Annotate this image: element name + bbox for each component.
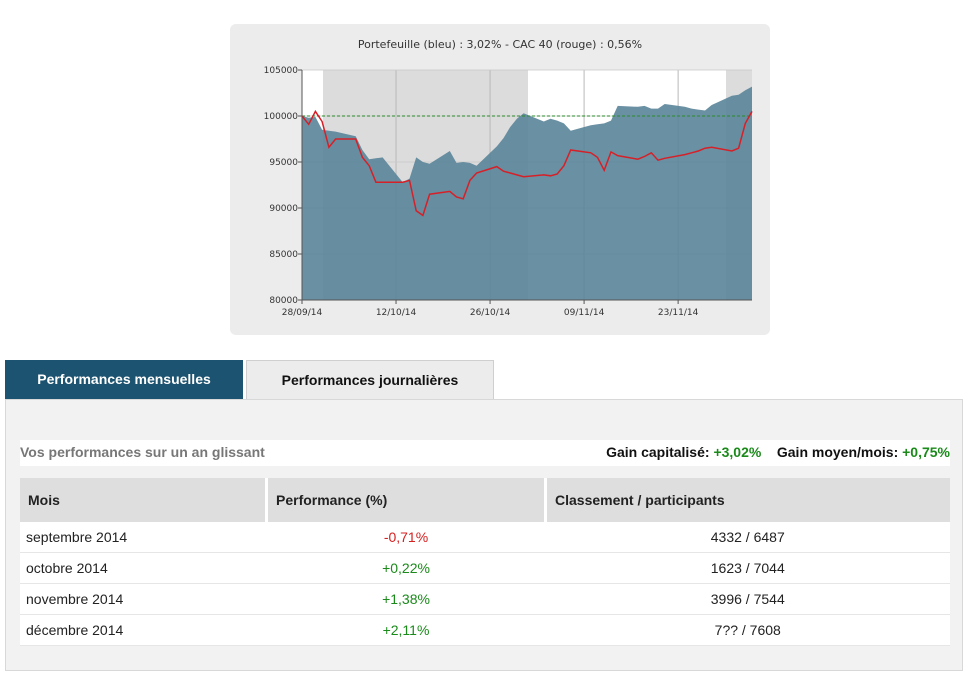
x-tick-label: 26/10/14: [470, 308, 511, 318]
monthly-performance-table: Mois Performance (%) Classement / partic…: [20, 478, 950, 646]
month-cell: octobre 2014: [20, 552, 267, 584]
column-header-performance: Performance (%): [266, 478, 547, 522]
y-tick-label: 80000: [269, 296, 298, 306]
performance-cell: +1,38%: [266, 583, 546, 615]
performance-panel: Vos performances sur un an glissant Gain…: [5, 399, 963, 671]
ranking-cell: 4332 / 6487: [545, 522, 950, 553]
ranking-cell: 1623 / 7044: [545, 552, 950, 584]
series-area-portefeuille: [302, 86, 752, 300]
table-row: octobre 2014 +0,22% 1623 / 7044: [20, 552, 950, 584]
table-row: septembre 2014 -0,71% 4332 / 6487: [20, 522, 950, 553]
ranking-cell: 3996 / 7544: [545, 583, 950, 615]
y-tick-label: 100000: [264, 112, 299, 122]
gain-capitalized-value: +3,02%: [713, 444, 762, 460]
y-tick-label: 85000: [269, 250, 298, 260]
x-tick-label: 23/11/14: [658, 308, 699, 318]
gain-summary: Gain capitalisé: +3,02% Gain moyen/mois:…: [606, 444, 950, 460]
month-cell: septembre 2014: [20, 522, 267, 553]
x-tick-label: 12/10/14: [376, 308, 417, 318]
series-line-cac40: [301, 109, 753, 217]
ranking-cell: 7?? / 7608: [545, 614, 950, 646]
performance-chart-card: Portefeuille (bleu) : 3,02% - CAC 40 (ro…: [230, 24, 770, 335]
y-tick-label: 105000: [264, 66, 299, 76]
summary-title: Vos performances sur un an glissant: [20, 444, 265, 460]
month-cell: décembre 2014: [20, 614, 267, 646]
performance-cell: +2,11%: [266, 614, 546, 646]
table-row: décembre 2014 +2,11% 7?? / 7608: [20, 614, 950, 646]
performance-cell: -0,71%: [266, 522, 546, 553]
tab-monthly-performance[interactable]: Performances mensuelles: [5, 360, 243, 399]
month-cell: novembre 2014: [20, 583, 267, 615]
y-tick-label: 90000: [269, 204, 298, 214]
y-tick-label: 95000: [269, 158, 298, 168]
column-header-ranking: Classement / participants: [545, 478, 950, 522]
x-tick-label: 28/09/14: [282, 308, 323, 318]
table-header-row: Mois Performance (%) Classement / partic…: [20, 478, 950, 522]
performance-cell: +0,22%: [266, 552, 546, 584]
column-header-month: Mois: [20, 478, 268, 522]
gain-average-value: +0,75%: [902, 444, 950, 460]
gain-capitalized-label: Gain capitalisé:: [606, 444, 710, 460]
tab-daily-performance[interactable]: Performances journalières: [246, 360, 494, 399]
performance-summary: Vos performances sur un an glissant Gain…: [20, 440, 950, 466]
chart-title: Portefeuille (bleu) : 3,02% - CAC 40 (ro…: [358, 38, 642, 51]
performance-chart: Portefeuille (bleu) : 3,02% - CAC 40 (ro…: [264, 38, 753, 318]
gain-average-label: Gain moyen/mois:: [776, 444, 899, 460]
table-row: novembre 2014 +1,38% 3996 / 7544: [20, 583, 950, 615]
x-tick-label: 09/11/14: [564, 308, 605, 318]
table-body: septembre 2014 -0,71% 4332 / 6487 octobre 2…: [20, 522, 950, 646]
